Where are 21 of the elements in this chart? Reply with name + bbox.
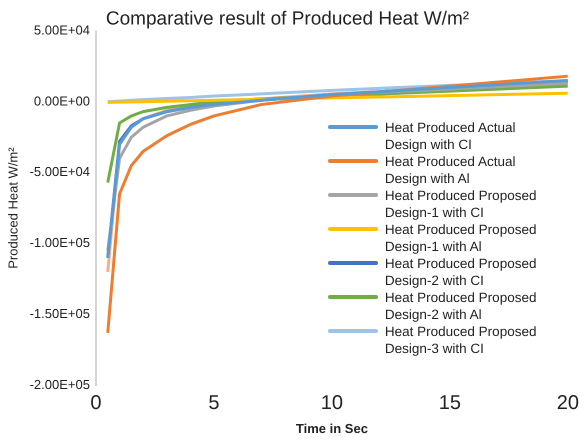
y-tick-label: -1.50E+05 — [30, 306, 90, 322]
legend-label: Heat Produced Proposed Design-1 with Al — [384, 221, 555, 256]
legend-label: Heat Produced Actual Design with CI — [384, 119, 555, 154]
x-tick-label: 5 — [208, 392, 220, 414]
x-tick-label: 20 — [556, 392, 579, 414]
y-tick-label: -2.00E+05 — [30, 376, 90, 392]
x-axis-title: Time in Sec — [296, 420, 368, 436]
chart-title: Comparative result of Produced Heat W/m² — [106, 8, 470, 30]
legend-label: Heat Produced Proposed Design-2 with Al — [384, 289, 555, 324]
legend-label: Heat Produced Actual Design with Al — [384, 153, 555, 188]
y-tick-label: -1.00E+05 — [30, 235, 90, 250]
y-tick-label: 0.00E+00 — [34, 93, 90, 108]
x-tick-label: 10 — [320, 392, 344, 414]
x-tick-label: 0 — [90, 392, 102, 414]
y-tick-label: 5.00E+04 — [34, 22, 90, 38]
legend-label: Heat Produced Proposed Design-1 with CI — [384, 187, 555, 222]
y-axis-title: Produced Heat W/m² — [5, 146, 20, 269]
x-tick-label: 15 — [438, 392, 462, 414]
y-tick-label: -5.00E+04 — [30, 164, 90, 180]
legend-label: Heat Produced Proposed Design-3 with CI — [384, 323, 555, 358]
legend-label: Heat Produced Proposed Design-2 with CI — [384, 255, 555, 290]
